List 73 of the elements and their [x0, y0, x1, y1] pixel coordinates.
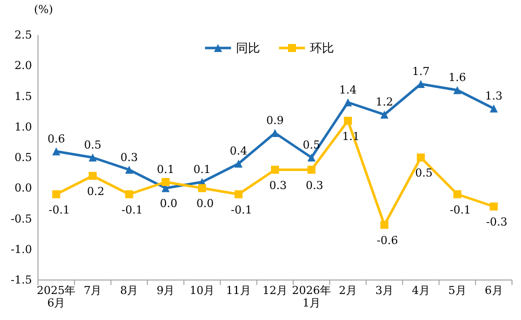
point: [52, 190, 60, 198]
x-tick-label: 4月: [412, 284, 430, 297]
data-label: 0.2: [86, 184, 104, 198]
y-tick-label: 0.5: [14, 151, 32, 164]
x-tick-label: 2月: [338, 284, 357, 297]
point: [162, 178, 170, 186]
x-tick-label: 9月: [156, 284, 175, 297]
data-label: 0.3: [306, 178, 324, 192]
y-tick-label: -1.0: [10, 242, 32, 256]
point: [380, 110, 388, 119]
legend-label: 同比: [236, 41, 260, 55]
y-tick-label: 2.0: [14, 59, 32, 72]
point: [125, 190, 134, 198]
data-label: -0.1: [230, 203, 252, 216]
data-label: 0.4: [230, 144, 248, 158]
x-tick-label: 12月: [262, 284, 288, 297]
x-tick-label: 11月: [226, 284, 252, 297]
x-tick-label: 8月: [120, 284, 138, 297]
point: [125, 166, 134, 174]
point: [198, 184, 206, 192]
data-label: -0.1: [450, 203, 471, 216]
point: [307, 166, 316, 174]
y-tick-label: 0.0: [14, 182, 32, 195]
point: [380, 220, 388, 229]
y-axis-title: (%): [34, 3, 54, 16]
data-label: -0.1: [48, 203, 70, 216]
y-tick-label: 1.0: [14, 120, 32, 134]
data-label: 0.1: [193, 163, 211, 176]
x-tick-label: 10月: [190, 284, 215, 297]
point: [416, 154, 425, 162]
point: [271, 129, 279, 137]
data-label: 0.5: [415, 166, 433, 180]
data-label: -0.1: [122, 203, 143, 216]
point: [88, 172, 97, 180]
data-label: 1.6: [448, 71, 466, 84]
data-label: 1.2: [376, 96, 394, 109]
x-tick-label: 2025年 6月: [36, 284, 76, 310]
x-tick-label: 3月: [375, 284, 394, 297]
data-label: 0.3: [269, 178, 287, 192]
legend-label: 环比: [310, 41, 334, 55]
point: [490, 202, 498, 210]
x-tick-label: 7月: [84, 284, 102, 297]
data-label: 0.5: [302, 138, 320, 152]
point: [271, 166, 279, 174]
point: [344, 116, 352, 125]
point: [344, 98, 352, 106]
data-label: 0.5: [84, 138, 102, 152]
data-label: 1.3: [485, 90, 503, 102]
data-label: 0.1: [156, 163, 174, 176]
data-label: 0.0: [160, 197, 178, 210]
y-tick-label: 1.5: [14, 90, 32, 103]
data-label: 0.0: [196, 197, 214, 210]
point: [234, 160, 243, 168]
x-tick-label: 6月: [484, 284, 503, 297]
data-label: 1.4: [339, 83, 357, 96]
data-label: 1.7: [412, 65, 430, 78]
x-tick-label: 5月: [448, 284, 466, 297]
y-tick-label: 2.5: [14, 28, 32, 42]
x-tick-label: 2026年 1月: [292, 284, 331, 310]
point: [453, 190, 462, 198]
data-label: 0.9: [266, 114, 284, 127]
point: [52, 147, 60, 156]
point: [490, 104, 498, 112]
data-label: -0.3: [486, 216, 508, 228]
data-label: 0.3: [120, 150, 138, 164]
data-label: -0.6: [376, 234, 398, 247]
point: [234, 190, 243, 198]
y-tick-label: -1.5: [10, 274, 32, 286]
point: [88, 154, 97, 162]
y-tick-label: -0.5: [10, 212, 32, 226]
point: [453, 86, 462, 94]
data-label: 0.6: [47, 132, 65, 146]
point: [307, 154, 316, 162]
